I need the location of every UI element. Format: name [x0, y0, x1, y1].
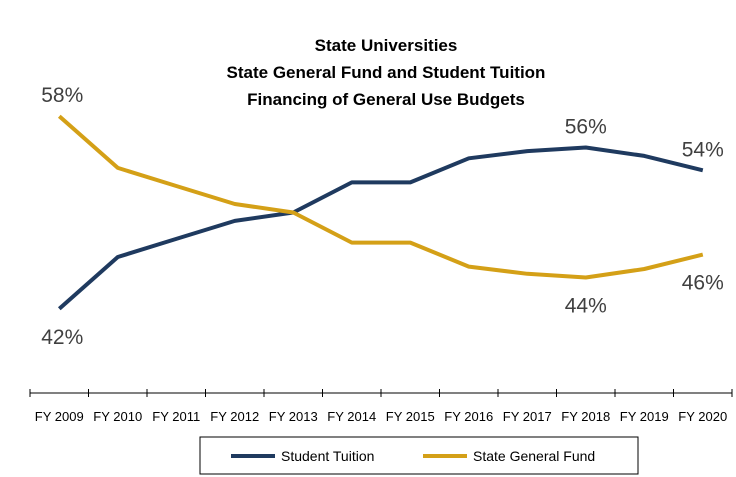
x-tick-label: FY 2018	[561, 409, 610, 424]
data-label: 46%	[682, 272, 724, 295]
title-line-2: State General Fund and Student Tuition	[227, 63, 546, 82]
x-tick-label: FY 2013	[269, 409, 318, 424]
x-axis-ticks	[29, 389, 733, 397]
title-line-1: State Universities	[315, 36, 458, 55]
data-label: 42%	[41, 326, 83, 349]
series-line-student-tuition	[57, 145, 704, 311]
data-label: 58%	[41, 84, 83, 107]
x-tick-label: FY 2014	[327, 409, 376, 424]
data-labels: 58% 42% 56% 44% 54% 46%	[41, 84, 724, 349]
x-tick-label: FY 2016	[444, 409, 493, 424]
title-line-3: Financing of General Use Budgets	[247, 90, 525, 109]
x-tick-label: FY 2019	[620, 409, 669, 424]
x-tick-label: FY 2017	[503, 409, 552, 424]
legend-label-state-general-fund: State General Fund	[473, 448, 595, 464]
x-tick-label: FY 2015	[386, 409, 435, 424]
data-label: 54%	[682, 138, 724, 161]
legend: Student Tuition State General Fund	[199, 436, 639, 475]
series-line-state-general-fund	[57, 114, 704, 280]
x-tick-label: FY 2009	[35, 409, 84, 424]
x-tick-label: FY 2011	[152, 409, 200, 424]
data-label: 56%	[565, 115, 607, 138]
x-tick-label: FY 2020	[678, 409, 727, 424]
legend-label-student-tuition: Student Tuition	[281, 448, 374, 464]
data-label: 44%	[565, 294, 607, 317]
x-tick-label: FY 2010	[93, 409, 142, 424]
x-tick-label: FY 2012	[210, 409, 259, 424]
series-lines	[57, 114, 704, 311]
x-axis-tick-labels: FY 2009 FY 2010 FY 2011 FY 2012 FY 2013 FY 20…	[35, 409, 727, 424]
chart-title: State Universities State General Fund an…	[227, 36, 546, 109]
